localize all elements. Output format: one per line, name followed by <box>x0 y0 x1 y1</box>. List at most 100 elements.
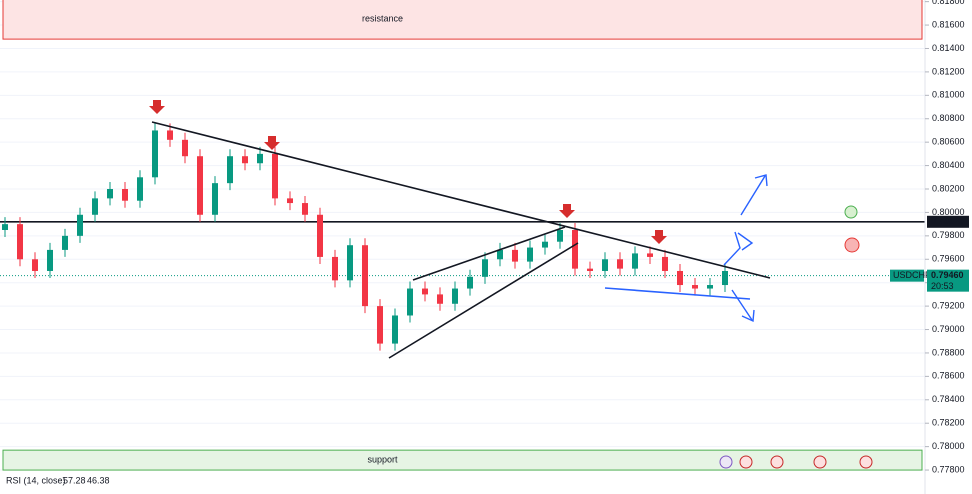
hline-tag <box>927 215 969 228</box>
candle-body <box>122 189 128 201</box>
price-tag <box>927 269 969 292</box>
down-arrow <box>149 100 165 114</box>
candle-body <box>197 156 203 215</box>
resistance-label: resistance <box>362 14 403 24</box>
y-tick-label: 0.79800 <box>932 230 965 240</box>
candle-body <box>677 270 683 286</box>
event-icon[interactable] <box>859 455 873 469</box>
candle-body <box>272 153 278 199</box>
y-tick-label: 0.81200 <box>932 66 965 76</box>
candle-body <box>182 139 188 157</box>
candle-body <box>17 224 23 260</box>
candle-body <box>2 224 8 230</box>
candle-body <box>152 130 158 178</box>
support-label: support <box>367 454 398 464</box>
down-arrow <box>559 204 575 218</box>
y-tick-label: 0.79200 <box>932 300 965 310</box>
y-tick-label: 0.79600 <box>932 254 965 264</box>
candle-body <box>452 288 458 304</box>
y-tick-label: 0.78800 <box>932 347 965 357</box>
event-icons <box>719 455 873 469</box>
candle-body <box>707 285 713 289</box>
signal-circle <box>844 237 860 253</box>
candle-body <box>362 245 368 307</box>
candle-body <box>572 229 578 269</box>
candle-body <box>317 214 323 257</box>
y-tick-label: 0.80600 <box>932 137 965 147</box>
y-tick-label: 0.77800 <box>932 464 965 474</box>
channel-line <box>604 287 751 300</box>
candle-body <box>392 315 398 344</box>
arrow <box>731 289 753 321</box>
candle-body <box>482 259 488 277</box>
candle-body <box>587 268 593 271</box>
candle-body <box>77 214 83 236</box>
y-tick-label: 0.80400 <box>932 160 965 170</box>
event-icon[interactable] <box>813 455 827 469</box>
event-icon[interactable] <box>719 455 733 469</box>
arrow-head <box>741 309 755 323</box>
arrow-head <box>737 232 754 251</box>
arrow <box>740 175 766 216</box>
candle-body <box>437 294 443 304</box>
countdown: 20:53 <box>931 281 954 291</box>
candle-body <box>722 270 728 286</box>
y-tick-label: 0.78400 <box>932 394 965 404</box>
candle-body <box>107 189 113 199</box>
y-tick-label: 0.81600 <box>932 19 965 29</box>
candle-body <box>662 256 668 271</box>
arrow-head <box>754 174 768 187</box>
y-tick-label: 0.81400 <box>932 43 965 53</box>
candle-body <box>617 259 623 269</box>
down-arrow <box>651 230 667 244</box>
y-tick-label: 0.79000 <box>932 324 965 334</box>
y-tick-label: 0.78600 <box>932 371 965 381</box>
candle-body <box>557 229 563 242</box>
drawings <box>149 100 860 359</box>
y-tick-label: 0.81800 <box>932 0 965 6</box>
price-axis: 0.77800 0.78000 0.78200 0.78400 0.78600 0.788… <box>890 0 969 474</box>
candle-body <box>692 285 698 289</box>
wedge-line <box>412 226 566 281</box>
candle-body <box>542 241 548 248</box>
y-tick-label: 0.80000 <box>932 207 965 217</box>
candle-body <box>242 156 248 164</box>
indicator-value: 57.28 <box>63 475 86 485</box>
y-tick-label: 0.80200 <box>932 183 965 193</box>
candle-body <box>407 288 413 316</box>
trendline <box>151 121 771 279</box>
symbol-tag <box>890 269 924 282</box>
candle-body <box>332 256 338 281</box>
wedge-line <box>388 242 579 359</box>
resistance-zone <box>2 0 923 40</box>
hline-label: 0.79920 <box>931 216 964 226</box>
indicator-value: 46.38 <box>87 475 110 485</box>
candle-body <box>512 249 518 262</box>
candle-body <box>287 198 293 204</box>
y-tick-label: 0.81000 <box>932 90 965 100</box>
candle-body <box>302 203 308 215</box>
grid-layer <box>0 1 925 471</box>
candle-body <box>497 249 503 260</box>
event-icon[interactable] <box>770 455 784 469</box>
candle-body <box>527 247 533 262</box>
candle-body <box>602 259 608 271</box>
candle-body <box>212 183 218 215</box>
event-icon[interactable] <box>739 455 753 469</box>
y-tick-label: 0.78200 <box>932 418 965 428</box>
price-label: 0.79460 <box>931 270 964 280</box>
signal-circle <box>844 205 858 219</box>
candle-body <box>92 198 98 215</box>
zones-layer: resistance support <box>0 0 925 471</box>
candles-layer <box>2 123 728 351</box>
candle-body <box>62 235 68 250</box>
candle-body <box>167 130 173 140</box>
candle-body <box>422 288 428 295</box>
candle-body <box>257 153 263 164</box>
candle-body <box>137 177 143 201</box>
path-arrow <box>723 231 741 266</box>
candle-body <box>467 276 473 289</box>
candle-body <box>32 259 38 271</box>
candle-body <box>377 306 383 344</box>
